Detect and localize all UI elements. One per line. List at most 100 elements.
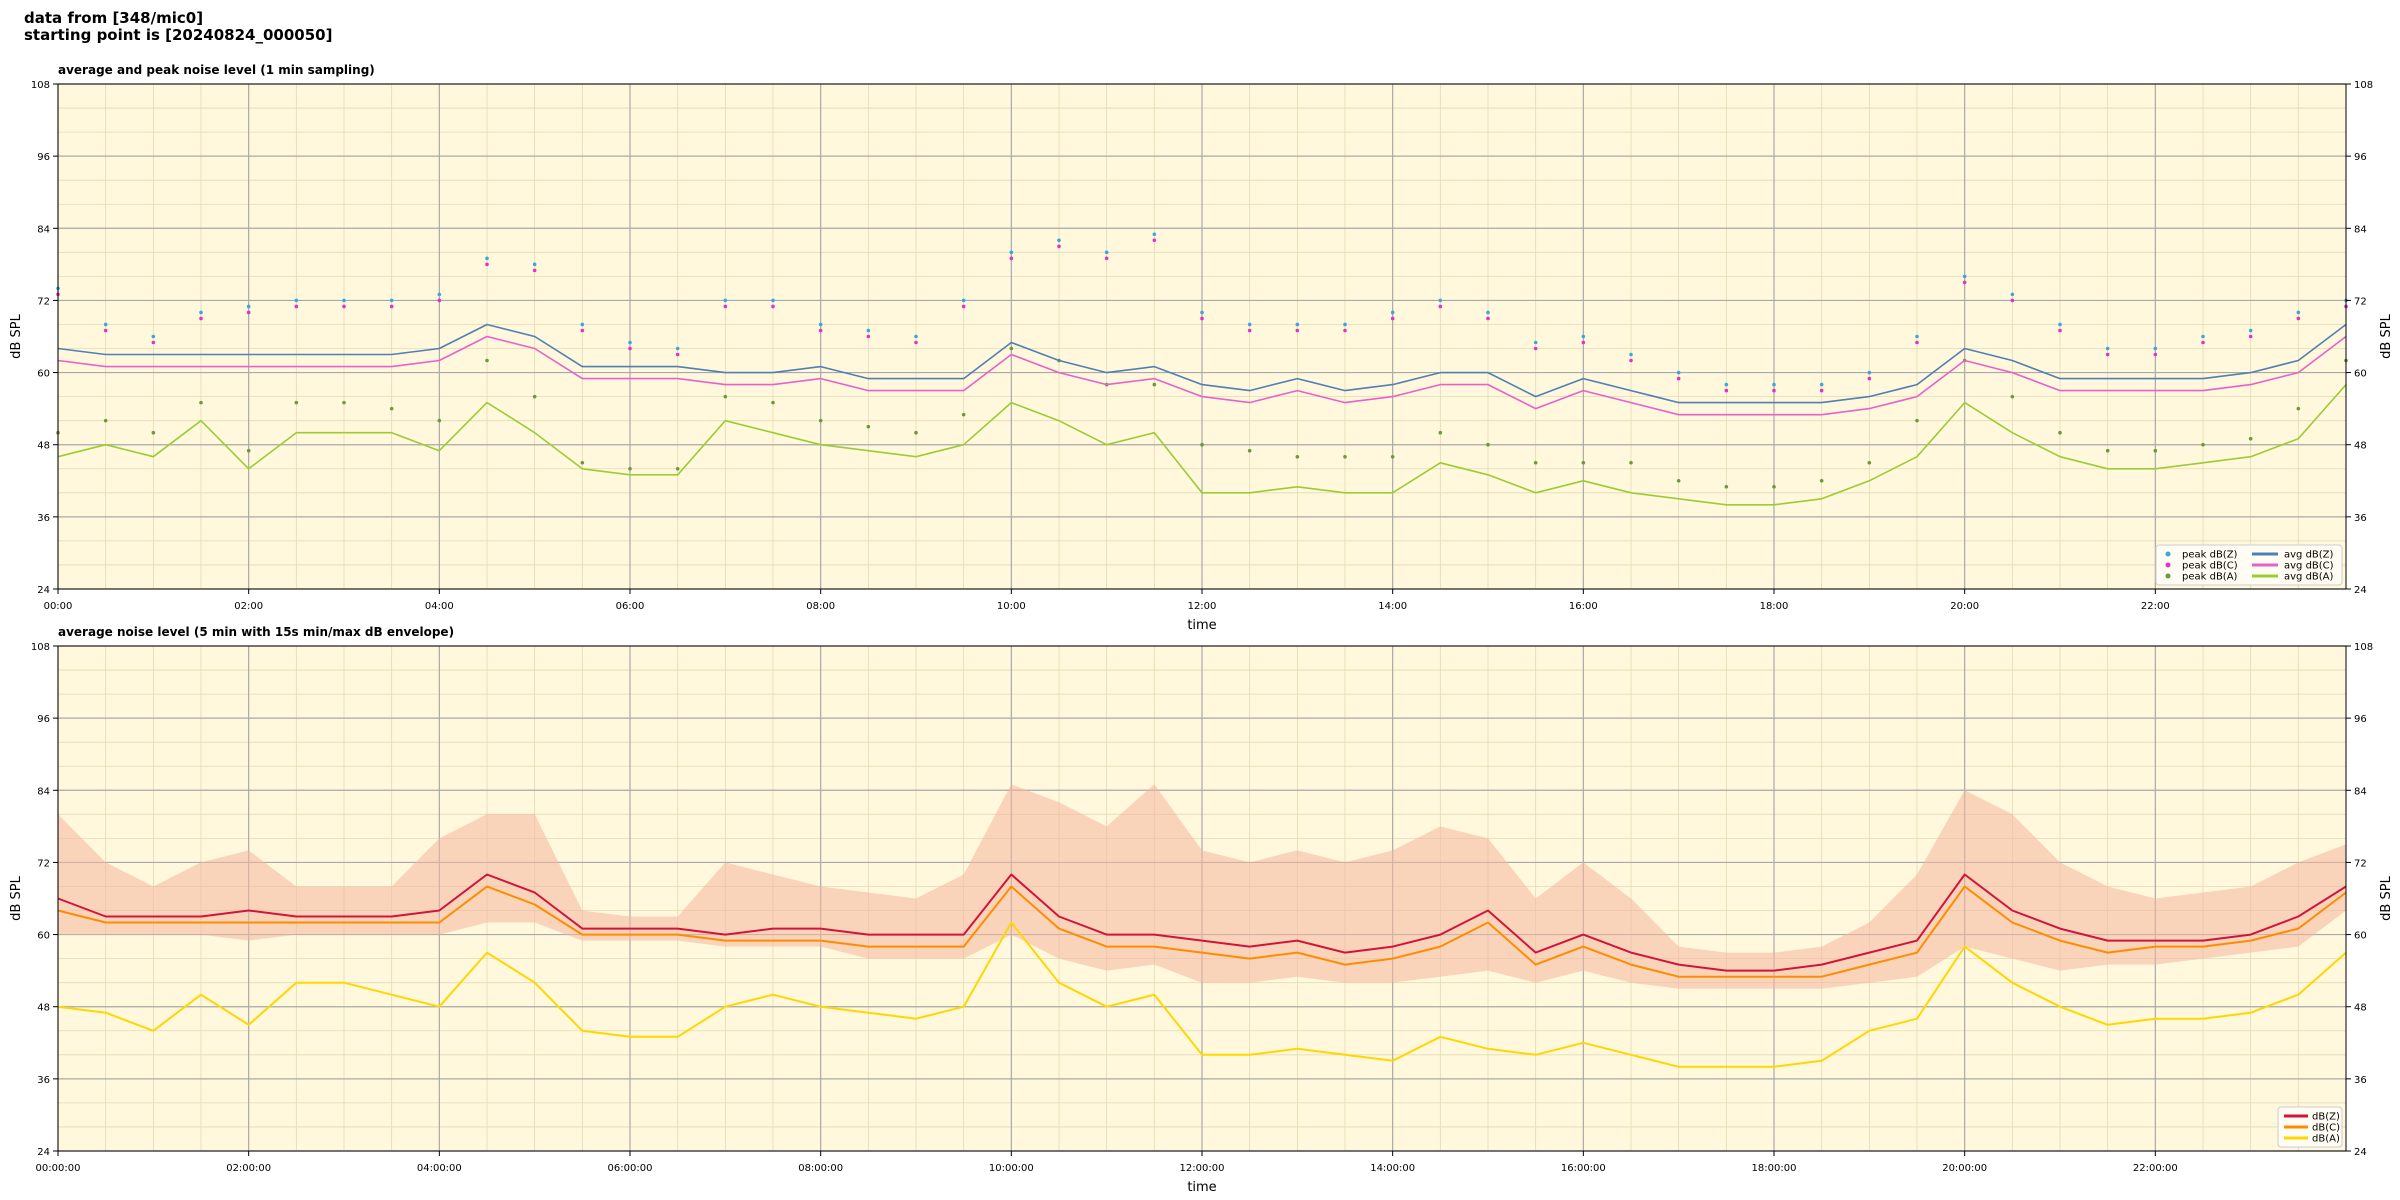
y-tick-label-right: 96 (2354, 714, 2367, 725)
y-tick-label-right: 24 (2354, 585, 2367, 596)
x-tick-label: 14:00:00 (1370, 1163, 1415, 1174)
data-point (1295, 454, 1300, 459)
data-point (1438, 304, 1443, 309)
data-point (628, 346, 632, 351)
data-point (914, 340, 918, 345)
data-point (1772, 388, 1776, 393)
y-tick-label-right: 72 (2354, 858, 2367, 869)
y-tick-label: 84 (37, 224, 50, 235)
y-tick-label-right: 60 (2354, 369, 2367, 380)
start-label: starting point is [20240824_000050] (24, 26, 333, 44)
x-tick-label: 18:00:00 (1752, 1163, 1797, 1174)
data-point (914, 430, 918, 435)
y-axis-label-right: dB SPL (2379, 875, 2394, 920)
x-tick-label: 00:00 (44, 601, 73, 612)
data-point (961, 412, 966, 417)
data-point (1819, 382, 1824, 387)
data-point (1629, 358, 1633, 363)
ticks (53, 83, 2351, 594)
x-tick-label: 20:00 (1950, 601, 1979, 612)
legend-label: avg dB(C) (2284, 561, 2334, 572)
data-point (2010, 298, 2015, 303)
data-point (1390, 454, 1395, 459)
legend-label: dB(A) (2312, 1134, 2340, 1145)
x-tick-label: 00:00:00 (36, 1163, 81, 1174)
legend: peak dB(Z)peak dB(C)peak dB(A)avg dB(Z)a… (2155, 544, 2343, 586)
series-line-db-c- (57, 885, 2347, 978)
data-point (675, 352, 680, 357)
series-line-avg-db-c- (57, 335, 2347, 416)
y-tick-label: 108 (31, 80, 50, 91)
data-point (1724, 382, 1729, 387)
chart-envelope: 00:00:00 02:00:00 04:00:00 06:00:00 08:00:00… (9, 625, 2394, 1195)
data-point (1533, 340, 1538, 345)
data-point (389, 298, 394, 303)
x-tick-label: 22:00 (2141, 601, 2170, 612)
data-point (723, 298, 728, 303)
data-point (437, 298, 442, 303)
envelope-band (58, 784, 2346, 989)
y-tick-label: 48 (37, 441, 50, 452)
data-point (1057, 238, 1061, 243)
chart-title: average noise level (5 min with 15s min/… (58, 625, 454, 639)
x-tick-label: 02:00:00 (226, 1163, 271, 1174)
data-point (389, 304, 394, 309)
legend-label: peak dB(Z) (2182, 550, 2238, 561)
data-point (103, 418, 108, 423)
legend-box (2155, 544, 2343, 586)
x-tick-label: 08:00 (806, 601, 835, 612)
data-point (675, 346, 680, 351)
data-point (1247, 328, 1252, 333)
data-point (1533, 460, 1538, 465)
data-point (1247, 448, 1252, 453)
series-peak-db-c- (56, 238, 2348, 393)
data-point (1390, 316, 1395, 321)
y-tick-label-right: 96 (2354, 152, 2367, 163)
data-point (1009, 256, 1014, 261)
data-point (1009, 250, 1014, 255)
data-point (2248, 334, 2253, 339)
y-tick-label: 24 (37, 1147, 50, 1158)
data-point (723, 304, 728, 309)
data-point (580, 328, 585, 333)
data-point (1104, 250, 1109, 255)
data-point (675, 466, 680, 471)
data-point (1676, 370, 1681, 375)
series-line-db-a- (57, 921, 2347, 1068)
data-point (103, 328, 108, 333)
data-point (1581, 340, 1586, 345)
data-point (1629, 460, 1633, 465)
data-point (1152, 238, 1157, 243)
y-tick-label: 72 (37, 858, 50, 869)
data-point (2153, 346, 2158, 351)
data-point (1295, 328, 1300, 333)
data-point (1772, 484, 1776, 489)
data-point (532, 262, 537, 267)
data-point (485, 262, 489, 267)
data-point (961, 304, 966, 309)
source-label: data from [348/mic0] (24, 9, 204, 27)
y-tick-label-right: 48 (2354, 1003, 2367, 1014)
data-point (914, 334, 918, 339)
y-tick-label-right: 36 (2354, 513, 2367, 524)
data-point (1867, 460, 1872, 465)
x-tick-label: 04:00:00 (417, 1163, 462, 1174)
x-tick-label: 12:00:00 (1180, 1163, 1225, 1174)
data-point (246, 304, 251, 309)
data-point (818, 322, 823, 327)
data-point (1200, 310, 1204, 315)
data-point (771, 304, 775, 309)
series-line-avg-db-a- (57, 384, 2347, 506)
series-line-db-z- (57, 873, 2347, 972)
data-point (342, 400, 346, 405)
data-point (151, 334, 156, 339)
series-peak-db-a- (56, 346, 2348, 489)
y-tick-label: 36 (37, 1075, 50, 1086)
data-point (1867, 370, 1872, 375)
y-tick-label: 96 (37, 714, 50, 725)
data-point (199, 316, 203, 321)
data-point (1867, 376, 1872, 381)
data-point (1104, 256, 1109, 261)
chart-title: average and peak noise level (1 min samp… (58, 63, 375, 77)
data-point (580, 460, 585, 465)
